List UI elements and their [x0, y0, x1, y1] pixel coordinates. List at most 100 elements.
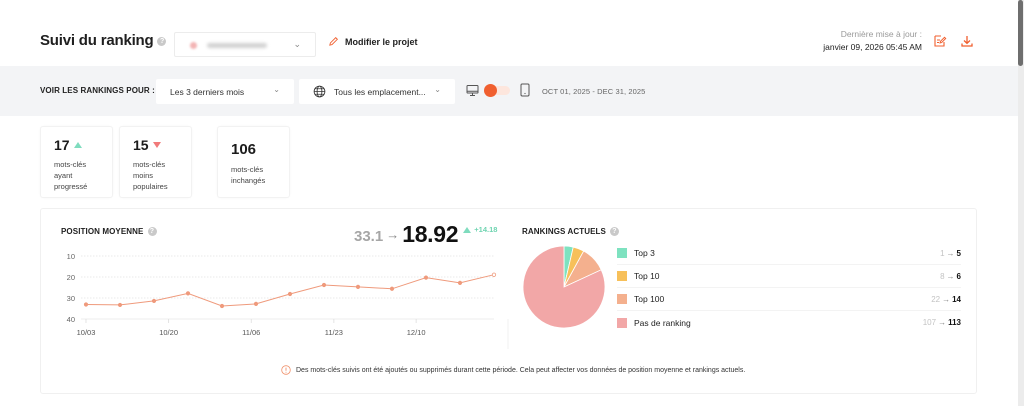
svg-text:11/23: 11/23 — [325, 328, 343, 337]
legend-label: Top 3 — [634, 248, 655, 258]
filter-label: VOIR LES RANKINGS POUR : — [40, 86, 155, 95]
monitor-icon[interactable] — [466, 84, 479, 97]
stat-desc-line: inchangés — [231, 176, 266, 185]
pencil-icon — [329, 37, 338, 46]
svg-text:30: 30 — [67, 294, 75, 303]
arrow-right-icon: → — [938, 318, 947, 327]
legend-label: Top 10 — [634, 271, 660, 281]
page-header: Suivi du ranking? ⌄ Modifier le projet D… — [0, 0, 1018, 66]
legend-old: 8 — [940, 272, 945, 281]
legend-old: 1 — [940, 249, 945, 258]
stat-desc-line: ayant — [54, 171, 73, 180]
period-value: Les 3 derniers mois — [170, 86, 245, 97]
legend-new: 5 — [956, 249, 961, 258]
legend-new: 113 — [948, 318, 961, 327]
stat-number: 106 — [231, 141, 257, 158]
page-title-text: Suivi du ranking — [40, 32, 154, 49]
svg-text:12/10: 12/10 — [407, 328, 426, 337]
stat-card-declined: 15 mots-clés moins populaires — [119, 126, 192, 198]
chevron-down-icon: ⌄ — [434, 85, 441, 94]
page-scrollbar-thumb[interactable] — [1018, 0, 1023, 66]
legend-swatch — [617, 271, 627, 281]
trend-up-icon — [73, 142, 82, 148]
question-circle-icon[interactable]: ? — [147, 227, 157, 237]
stat-number: 17 — [54, 137, 70, 153]
legend-values: 107 → 113 — [923, 318, 961, 327]
last-update-value: janvier 09, 2026 05:45 AM — [823, 42, 922, 52]
legend-label: Top 100 — [634, 294, 665, 304]
location-value: Tous les emplacement... — [334, 86, 426, 97]
question-circle-icon[interactable]: ? — [609, 227, 619, 237]
download-icon[interactable] — [960, 34, 974, 48]
rankings-legend: Top 3 1 → 5 Top 10 8 → 6 Top 100 22 → 14 Pas d… — [617, 242, 961, 334]
page-title: Suivi du ranking? — [40, 32, 167, 49]
avg-position-summary: 33.1 → 18.92 +14.18 — [354, 221, 497, 248]
avg-position-title-text: POSITION MOYENNE — [61, 227, 144, 236]
avg-position-title: POSITION MOYENNE? — [61, 227, 157, 237]
delta-value: +14.18 — [474, 225, 498, 234]
legend-new: 14 — [952, 295, 961, 304]
location-dropdown[interactable]: Tous les emplacement... ⌄ — [299, 79, 455, 104]
svg-text:40: 40 — [67, 315, 75, 324]
project-name-blurred — [207, 43, 267, 48]
legend-swatch — [617, 317, 627, 328]
legend-values: 1 → 5 — [940, 249, 961, 258]
legend-values: 22 → 14 — [931, 295, 961, 304]
stat-desc-line: mots-clés — [231, 165, 264, 174]
chevron-down-icon: ⌄ — [273, 85, 280, 94]
arrow-right-icon: → — [386, 227, 400, 242]
current-rankings-title-text: RANKINGS ACTUELS — [522, 227, 606, 236]
stat-description: mots-clés ayant progressé — [54, 159, 99, 192]
report-edit-icon[interactable] — [933, 34, 947, 48]
filter-bar: VOIR LES RANKINGS POUR : Les 3 derniers … — [0, 66, 1018, 116]
period-dropdown[interactable]: Les 3 derniers mois ⌄ — [156, 79, 294, 104]
avg-position-old: 33.1 — [354, 228, 384, 245]
legend-swatch — [617, 294, 627, 304]
svg-text:20: 20 — [67, 273, 75, 282]
device-toggle[interactable] — [484, 84, 514, 97]
legend-new: 6 — [956, 272, 961, 281]
smartphone-icon[interactable] — [520, 83, 530, 97]
arrow-right-icon: → — [946, 272, 955, 281]
stat-card-unchanged: 106 mots-clés inchangés — [217, 126, 290, 198]
page-scrollbar[interactable] — [1018, 0, 1024, 406]
globe-icon — [313, 85, 326, 98]
edit-project-label: Modifier le projet — [345, 36, 418, 47]
avg-position-delta: +14.18 — [463, 225, 497, 234]
avg-position-new: 18.92 — [402, 221, 459, 247]
legend-label: Pas de ranking — [634, 317, 691, 328]
svg-text:10/03: 10/03 — [77, 328, 96, 337]
project-favicon-icon — [190, 42, 197, 49]
legend-old: 107 — [922, 318, 937, 327]
toggle-track — [492, 86, 510, 95]
arrow-right-icon: → — [942, 295, 951, 304]
stat-desc-line: mots-clés — [133, 160, 166, 169]
arrow-right-icon: → — [946, 249, 955, 258]
svg-text:10/20: 10/20 — [159, 328, 178, 337]
stat-description: mots-clés inchangés — [231, 164, 276, 186]
legend-row-top3: Top 3 1 → 5 — [617, 242, 961, 265]
stat-number: 15 — [133, 137, 149, 153]
stat-value: 17 — [54, 137, 99, 153]
edit-project-button[interactable]: Modifier le projet — [328, 36, 418, 47]
ranking-overview-panel: 10 20 30 40 10/03 10/20 11/06 11/23 12/10 POSITI… — [40, 208, 977, 394]
toggle-knob — [484, 84, 497, 97]
legend-row-no-ranking: Pas de ranking 107 → 113 — [617, 311, 961, 334]
stat-card-improved: 17 mots-clés ayant progressé — [40, 126, 113, 198]
stat-value: 15 — [133, 137, 178, 153]
trend-up-icon — [463, 226, 472, 233]
question-circle-icon[interactable]: ? — [157, 36, 167, 46]
svg-text:11/06: 11/06 — [242, 328, 260, 337]
legend-values: 8 → 6 — [940, 272, 961, 281]
project-selector[interactable]: ⌄ — [174, 32, 316, 57]
legend-old: 22 — [931, 295, 941, 304]
chevron-down-icon: ⌄ — [293, 39, 301, 49]
info-circle-icon — [281, 365, 291, 375]
last-update: Dernière mise à jour : janvier 09, 2026 … — [823, 29, 922, 52]
stat-value: 106 — [231, 141, 276, 158]
stat-desc-line: populaires — [133, 182, 168, 191]
trend-down-icon — [152, 142, 161, 148]
last-update-label: Dernière mise à jour : — [840, 29, 922, 39]
